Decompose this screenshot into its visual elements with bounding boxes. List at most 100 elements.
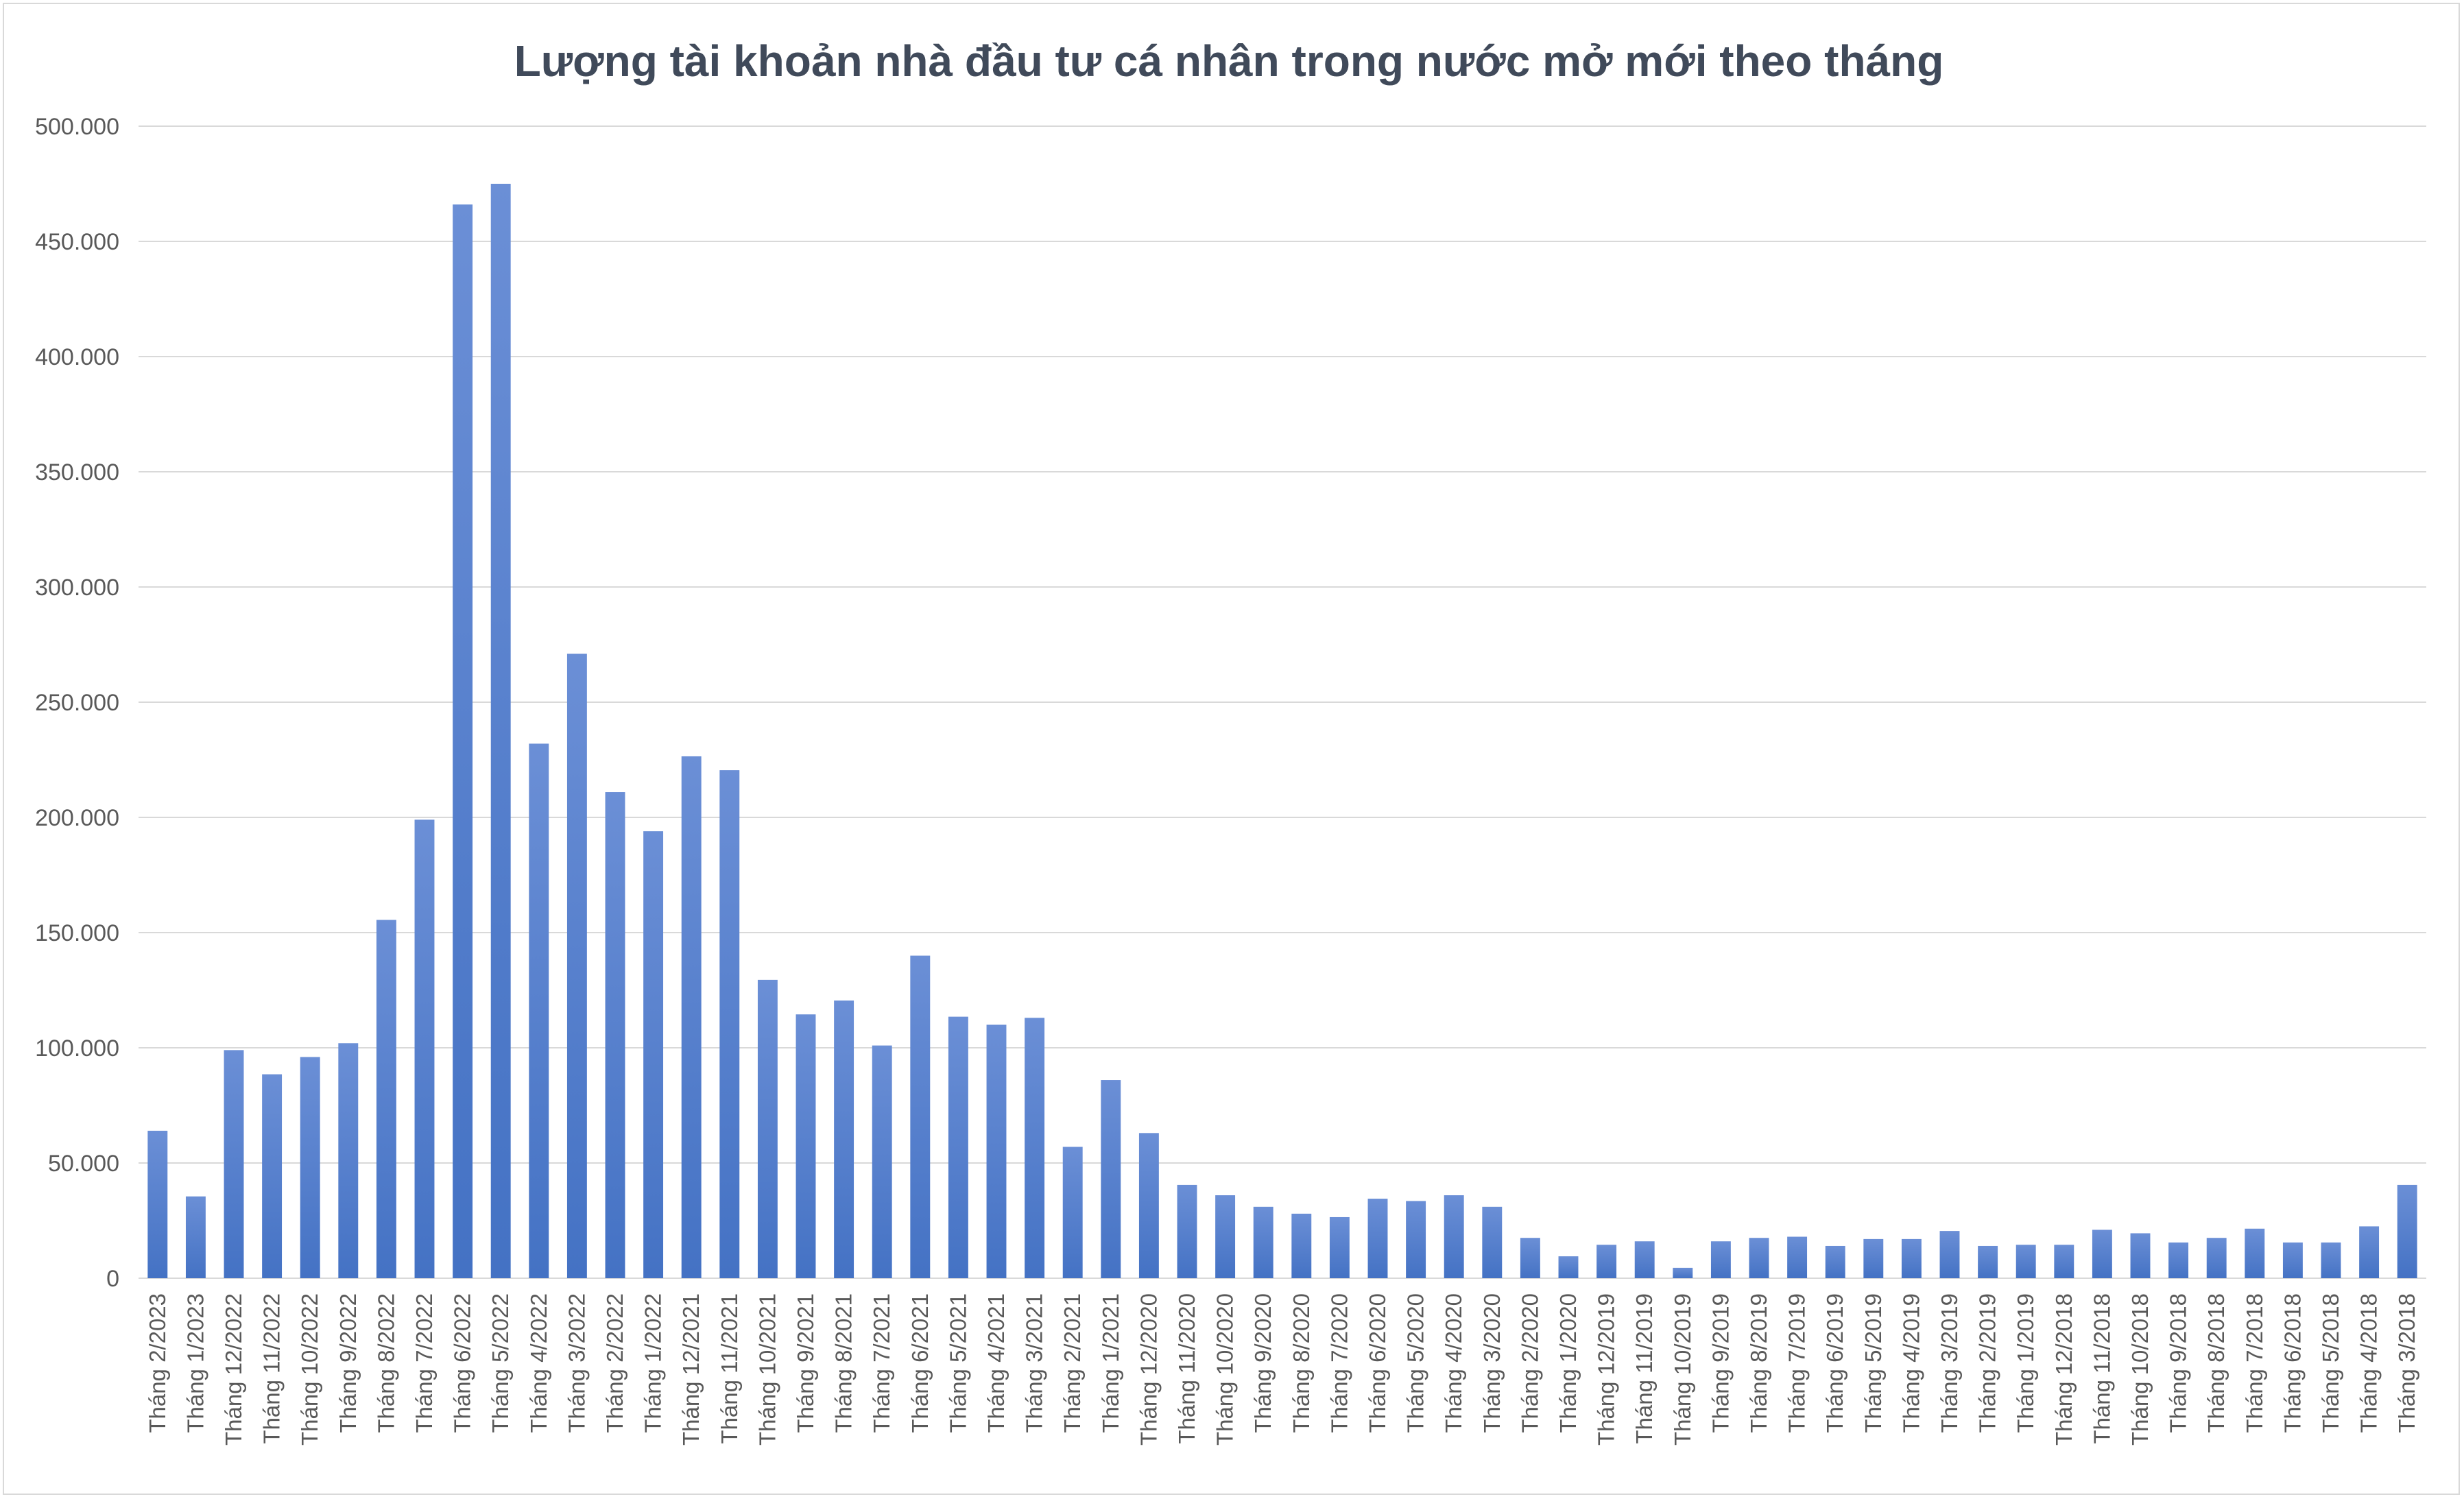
bar bbox=[2359, 1226, 2380, 1278]
x-tick-label: Tháng 3/2019 bbox=[1937, 1293, 1962, 1433]
bar bbox=[1673, 1267, 1693, 1278]
x-tick-label: Tháng 8/2021 bbox=[831, 1293, 857, 1433]
bar bbox=[262, 1074, 283, 1278]
bar bbox=[1253, 1206, 1273, 1278]
x-tick-label: Tháng 7/2020 bbox=[1326, 1293, 1352, 1433]
bar bbox=[1329, 1216, 1350, 1278]
bar bbox=[1634, 1241, 1655, 1278]
x-tick-label: Tháng 7/2019 bbox=[1784, 1293, 1810, 1433]
bar bbox=[147, 1130, 168, 1278]
x-tick-label: Tháng 3/2021 bbox=[1022, 1293, 1047, 1433]
bar bbox=[376, 920, 396, 1278]
x-tick-label: Tháng 12/2018 bbox=[2051, 1293, 2077, 1446]
y-tick-label: 100.000 bbox=[35, 1035, 119, 1062]
bar bbox=[1710, 1241, 1731, 1278]
bar bbox=[605, 792, 625, 1278]
bar-chart: Lượng tài khoản nhà đầu tư cá nhân trong… bbox=[35, 36, 2426, 1446]
x-tick-label: Tháng 10/2019 bbox=[1670, 1293, 1695, 1446]
bar bbox=[185, 1196, 206, 1278]
x-tick-label: Tháng 5/2018 bbox=[2318, 1293, 2343, 1433]
x-tick-label: Tháng 7/2022 bbox=[411, 1293, 437, 1433]
x-tick-label: Tháng 3/2020 bbox=[1479, 1293, 1505, 1433]
bar bbox=[1101, 1080, 1121, 1278]
bar bbox=[948, 1016, 968, 1278]
bar bbox=[1138, 1133, 1159, 1278]
x-tick-label: Tháng 7/2021 bbox=[869, 1293, 894, 1433]
x-tick-label: Tháng 1/2020 bbox=[1555, 1293, 1581, 1433]
x-tick-label: Tháng 9/2020 bbox=[1250, 1293, 1276, 1433]
bar bbox=[872, 1045, 892, 1278]
x-tick-label: Tháng 2/2022 bbox=[602, 1293, 627, 1433]
bar bbox=[338, 1043, 359, 1278]
y-tick-label: 50.000 bbox=[48, 1151, 119, 1177]
y-tick-label: 200.000 bbox=[35, 805, 119, 831]
bar bbox=[834, 1000, 854, 1278]
bar bbox=[1863, 1238, 1884, 1278]
x-tick-label: Tháng 4/2019 bbox=[1898, 1293, 1924, 1433]
bar bbox=[2245, 1228, 2265, 1278]
bar bbox=[1520, 1238, 1540, 1278]
bars bbox=[147, 184, 2417, 1278]
bar bbox=[1978, 1245, 1998, 1278]
bar bbox=[2168, 1242, 2189, 1278]
bar bbox=[2130, 1233, 2151, 1278]
bar bbox=[719, 770, 740, 1278]
x-tick-label: Tháng 2/2021 bbox=[1060, 1293, 1085, 1433]
bar bbox=[1825, 1245, 1845, 1278]
bar bbox=[300, 1057, 320, 1278]
bar bbox=[224, 1050, 244, 1278]
bar bbox=[1749, 1238, 1769, 1278]
x-tick-label: Tháng 9/2021 bbox=[793, 1293, 818, 1433]
bar bbox=[2054, 1245, 2074, 1278]
x-tick-label: Tháng 8/2022 bbox=[373, 1293, 398, 1433]
bar bbox=[757, 979, 778, 1278]
x-tick-label: Tháng 10/2020 bbox=[1212, 1293, 1238, 1446]
x-tick-label: Tháng 12/2020 bbox=[1136, 1293, 1161, 1446]
y-tick-label: 0 bbox=[106, 1266, 119, 1292]
x-tick-label: Tháng 5/2019 bbox=[1861, 1293, 1886, 1433]
y-tick-label: 300.000 bbox=[35, 575, 119, 601]
bar bbox=[1025, 1018, 1045, 1278]
x-tick-label: Tháng 1/2021 bbox=[1098, 1293, 1123, 1433]
bar bbox=[566, 653, 587, 1278]
x-tick-label: Tháng 12/2021 bbox=[678, 1293, 704, 1446]
x-tick-label: Tháng 9/2018 bbox=[2166, 1293, 2191, 1433]
x-tick-label: Tháng 4/2021 bbox=[983, 1293, 1009, 1433]
x-tick-label: Tháng 3/2018 bbox=[2394, 1293, 2419, 1433]
bar bbox=[1444, 1195, 1464, 1278]
chart-frame: Lượng tài khoản nhà đầu tư cá nhân trong… bbox=[3, 3, 2460, 1495]
x-tick-label: Tháng 6/2019 bbox=[1822, 1293, 1847, 1433]
x-tick-label: Tháng 4/2020 bbox=[1441, 1293, 1466, 1433]
bar bbox=[1596, 1245, 1617, 1278]
x-tick-label: Tháng 6/2020 bbox=[1365, 1293, 1390, 1433]
bar bbox=[2016, 1245, 2036, 1278]
bar bbox=[681, 756, 702, 1278]
x-tick-label: Tháng 10/2021 bbox=[754, 1293, 780, 1446]
bar bbox=[414, 819, 435, 1278]
bar bbox=[910, 955, 931, 1278]
x-tick-label: Tháng 1/2019 bbox=[2013, 1293, 2038, 1433]
bar bbox=[1291, 1213, 1312, 1278]
x-tick-label: Tháng 10/2022 bbox=[297, 1293, 322, 1446]
x-tick-label: Tháng 5/2022 bbox=[488, 1293, 513, 1433]
x-tick-label: Tháng 4/2018 bbox=[2356, 1293, 2382, 1433]
bar bbox=[2282, 1242, 2303, 1278]
y-axis-ticks: 0 50.000 100.000 150.000 200.000 250.000 300.0… bbox=[35, 114, 119, 1292]
x-tick-label: Tháng 2/2019 bbox=[1975, 1293, 2000, 1433]
x-tick-label: Tháng 6/2018 bbox=[2280, 1293, 2305, 1433]
bar bbox=[1406, 1201, 1426, 1278]
bar bbox=[1367, 1199, 1388, 1278]
x-tick-label: Tháng 3/2022 bbox=[564, 1293, 589, 1433]
y-tick-label: 250.000 bbox=[35, 690, 119, 716]
bar bbox=[2092, 1230, 2112, 1278]
x-tick-label: Tháng 9/2022 bbox=[335, 1293, 361, 1433]
bar bbox=[1939, 1231, 1960, 1278]
bar bbox=[1558, 1256, 1579, 1278]
x-tick-label: Tháng 11/2021 bbox=[717, 1293, 742, 1444]
x-tick-label: Tháng 8/2020 bbox=[1289, 1293, 1314, 1433]
x-tick-label: Tháng 1/2022 bbox=[641, 1293, 666, 1433]
bar bbox=[2321, 1242, 2341, 1278]
bar bbox=[2206, 1238, 2227, 1278]
x-tick-label: Tháng 12/2019 bbox=[1594, 1293, 1619, 1446]
x-tick-label: Tháng 5/2020 bbox=[1403, 1293, 1428, 1433]
